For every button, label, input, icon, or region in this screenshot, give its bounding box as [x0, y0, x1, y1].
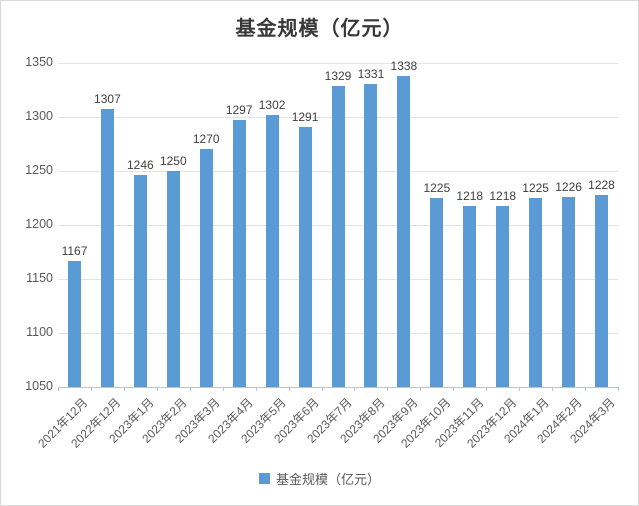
- chart-title: 基金规模（亿元）: [235, 18, 404, 40]
- bar-value-label: 1225: [423, 181, 451, 195]
- axis-tick-mark: [288, 387, 290, 391]
- axis-tick-mark: [618, 387, 619, 391]
- y-axis-tick-label: 1100: [26, 325, 53, 339]
- axis-tick-mark: [58, 387, 59, 391]
- axis-tick-mark: [156, 387, 158, 391]
- axis-tick-mark: [585, 387, 587, 391]
- axis-tick-mark: [222, 387, 224, 391]
- bar[interactable]: [265, 114, 279, 387]
- bar[interactable]: [397, 75, 411, 387]
- y-axis-tick-label: 1050: [25, 379, 53, 393]
- bar[interactable]: [364, 83, 378, 387]
- legend-swatch-icon: [258, 473, 270, 484]
- bar[interactable]: [133, 175, 147, 387]
- bar[interactable]: [463, 205, 477, 387]
- bar[interactable]: [199, 149, 213, 387]
- bar-value-label: 1218: [489, 188, 517, 203]
- bar[interactable]: [529, 198, 543, 387]
- bar-value-label: 1228: [588, 177, 615, 192]
- legend-label: 基金规模（亿元）: [275, 472, 380, 487]
- axis-tick-mark: [486, 387, 488, 391]
- axis-tick-mark: [552, 387, 554, 391]
- axis-tick-mark: [354, 387, 356, 391]
- axis-tick-mark: [321, 387, 323, 391]
- axis-tick-mark: [189, 387, 191, 391]
- bar[interactable]: [67, 260, 81, 387]
- bar[interactable]: [298, 126, 312, 387]
- axis-tick-mark: [123, 387, 125, 391]
- bar[interactable]: [166, 171, 180, 387]
- y-axis-tick-label: 1250: [25, 163, 53, 177]
- bar[interactable]: [562, 196, 576, 387]
- bar-value-label: 1225: [522, 181, 549, 195]
- axis-tick-mark: [453, 387, 455, 391]
- bar-value-label: 1167: [61, 243, 88, 258]
- axis-tick-mark: [420, 387, 422, 391]
- axis-tick-mark: [519, 387, 521, 391]
- y-axis-tick-label: 1200: [25, 217, 53, 231]
- bar-value-label: 1291: [291, 109, 319, 124]
- bar-value-label: 1331: [357, 66, 385, 81]
- y-axis-tick-label: 1150: [26, 271, 53, 285]
- y-axis-tick-label: 1350: [25, 55, 53, 69]
- bar[interactable]: [232, 120, 246, 387]
- legend[interactable]: 基金规模（亿元）: [1, 469, 638, 488]
- bar-value-label: 1270: [192, 132, 220, 147]
- bar-value-label: 1218: [456, 188, 484, 203]
- bar[interactable]: [331, 85, 345, 387]
- gridline: [58, 63, 618, 64]
- bar[interactable]: [430, 198, 444, 387]
- y-axis-tick-label: 1300: [25, 109, 53, 123]
- axis-tick-mark: [387, 387, 389, 391]
- axis-tick-mark: [90, 387, 92, 391]
- bar[interactable]: [496, 205, 510, 387]
- x-axis-line: [58, 387, 618, 388]
- bar-value-label: 1307: [94, 92, 121, 107]
- bar-value-label: 1329: [324, 68, 352, 83]
- bar-value-label: 1250: [159, 154, 187, 168]
- axis-tick-mark: [255, 387, 257, 391]
- bar-value-label: 1246: [126, 158, 154, 173]
- bar[interactable]: [595, 194, 609, 387]
- bar[interactable]: [100, 109, 114, 387]
- bar-value-label: 1302: [258, 97, 286, 112]
- bar-value-label: 1226: [555, 179, 582, 194]
- bar-value-label: 1338: [390, 58, 418, 73]
- bar-value-label: 1297: [225, 103, 253, 118]
